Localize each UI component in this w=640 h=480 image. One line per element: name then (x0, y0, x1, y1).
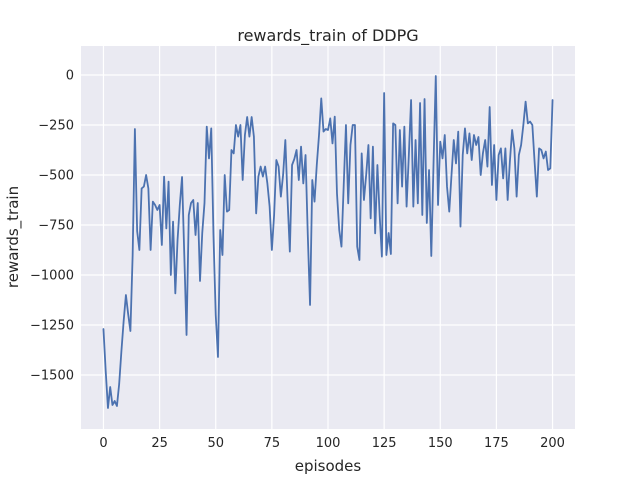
chart-title: rewards_train of DDPG (237, 26, 418, 46)
x-tick-label: 200 (540, 436, 565, 451)
y-tick-label: −500 (38, 169, 74, 184)
x-tick-label: 50 (207, 436, 224, 451)
y-tick-label: −1500 (30, 369, 74, 384)
data-series (102, 75, 554, 409)
x-tick-label: 150 (428, 436, 453, 451)
series-line-rewards_train (102, 75, 554, 409)
y-tick-label: −1000 (30, 269, 74, 284)
y-tick-label: −1250 (30, 319, 74, 334)
x-tick-label: 75 (264, 436, 281, 451)
x-tick-labels: 0 25 50 75 100 125 150 175 200 (99, 436, 565, 451)
x-tick-label: 25 (151, 436, 168, 451)
y-tick-label: −750 (38, 219, 74, 234)
y-tick-label: 0 (66, 69, 74, 84)
y-tick-label: −250 (38, 119, 74, 134)
y-tick-labels: 0 −250 −500 −750 −1000 −1250 −1500 (30, 69, 74, 384)
x-tick-label: 0 (99, 436, 107, 451)
x-axis-label: episodes (295, 457, 362, 475)
x-tick-label: 100 (316, 436, 341, 451)
y-axis-label: rewards_train (4, 186, 23, 288)
x-tick-label: 125 (372, 436, 397, 451)
x-tick-label: 175 (484, 436, 509, 451)
